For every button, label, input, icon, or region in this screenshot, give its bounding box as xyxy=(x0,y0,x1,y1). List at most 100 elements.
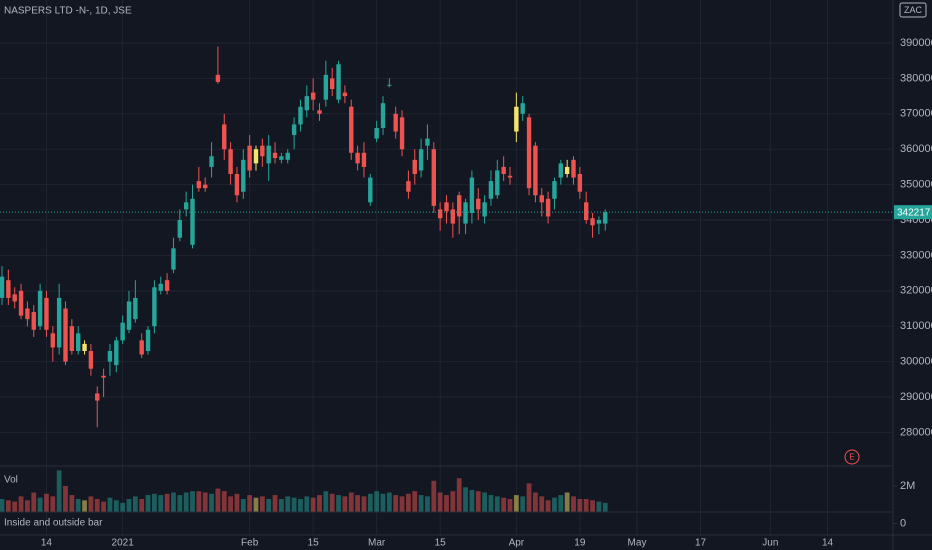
candle-body xyxy=(418,149,424,171)
y-tick-label: 290000 xyxy=(900,391,932,403)
x-tick-label: May xyxy=(628,538,647,549)
volume-bar xyxy=(88,496,94,512)
volume-bar xyxy=(247,495,253,512)
candle-body xyxy=(164,280,170,291)
volume-bar xyxy=(583,498,589,512)
candle-body xyxy=(241,159,246,192)
candle-body xyxy=(374,127,379,139)
volume-bar xyxy=(12,501,18,512)
last-price-box xyxy=(894,205,932,220)
volume-bar xyxy=(380,493,386,512)
currency-label: ZAC xyxy=(904,5,923,15)
x-tick-label: Feb xyxy=(241,538,259,549)
indicator-label: Inside and outside bar xyxy=(4,518,103,529)
volume-bar xyxy=(482,492,487,512)
x-tick-label: 19 xyxy=(574,538,586,549)
candle-body xyxy=(209,156,214,167)
candle-body xyxy=(399,117,405,150)
volume-tick-label: 2M xyxy=(900,480,915,492)
candle-body xyxy=(349,106,354,153)
y-tick-label: 380000 xyxy=(900,72,932,84)
candle-body xyxy=(177,220,182,238)
y-tick-label: 390000 xyxy=(900,37,932,49)
volume-bar xyxy=(158,495,164,512)
volume-bar xyxy=(69,495,75,512)
candle-body xyxy=(253,149,259,164)
candle-body xyxy=(50,333,55,348)
volume-bar xyxy=(113,500,119,512)
volume-bar xyxy=(183,492,189,512)
volume-bar xyxy=(552,497,557,512)
y-tick-label: 280000 xyxy=(900,426,932,438)
volume-bar xyxy=(298,498,303,512)
candle-body xyxy=(56,297,62,348)
x-tick-label: 14 xyxy=(41,538,53,549)
candle-body xyxy=(25,308,30,320)
candle-body xyxy=(393,113,398,132)
y-tick-label: 360000 xyxy=(900,143,932,155)
candle-body xyxy=(120,322,125,341)
candle-body xyxy=(215,74,221,82)
candle-body xyxy=(520,103,525,114)
volume-bar xyxy=(507,498,513,512)
volume-bar xyxy=(101,501,106,512)
volume-bar xyxy=(56,470,62,512)
candle-body xyxy=(12,294,17,302)
candle-body xyxy=(323,74,329,100)
volume-bar xyxy=(5,500,11,512)
earnings-marker[interactable] xyxy=(844,449,860,465)
volume-bar xyxy=(272,495,278,512)
candle-body xyxy=(457,195,462,217)
volume-bar xyxy=(456,478,462,512)
candle-body xyxy=(228,149,233,174)
volume-bar xyxy=(348,492,354,512)
volume-bar xyxy=(190,491,195,512)
volume-bar xyxy=(513,495,519,512)
volume-bar xyxy=(107,497,113,512)
volume-bar xyxy=(577,498,583,512)
volume-bar xyxy=(558,495,564,512)
volume-bar xyxy=(126,498,132,512)
last-price-label: 342217 xyxy=(897,207,931,218)
candle-body xyxy=(545,198,551,217)
currency-badge[interactable] xyxy=(899,2,927,18)
y-tick-label: 300000 xyxy=(900,356,932,368)
candle-body xyxy=(139,340,144,355)
volume-bar xyxy=(209,493,214,512)
candle-body xyxy=(222,124,227,150)
volume-bar xyxy=(132,496,138,512)
candle-body xyxy=(450,209,456,224)
candle-body xyxy=(126,301,132,330)
candle-body xyxy=(266,145,271,164)
volume-bar xyxy=(367,493,373,512)
candle-body xyxy=(526,117,532,189)
volume-bar xyxy=(520,496,526,512)
x-tick-label: Jun xyxy=(762,538,778,549)
volume-bar xyxy=(336,495,341,512)
volume-bar xyxy=(215,488,221,512)
candle-body xyxy=(425,138,430,146)
volume-bar xyxy=(399,496,405,512)
volume-bar xyxy=(82,500,87,512)
volume-bar xyxy=(425,496,430,512)
candle-body xyxy=(76,333,81,352)
volume-bar xyxy=(501,497,507,512)
candle-body xyxy=(431,149,436,206)
volume-bar xyxy=(202,492,208,512)
x-tick-label: Mar xyxy=(368,538,386,549)
candle-body xyxy=(336,64,341,100)
volume-bar xyxy=(406,493,411,512)
volume-bar xyxy=(374,491,380,512)
volume-bar xyxy=(361,496,367,512)
volume-bar xyxy=(526,483,532,512)
volume-bar xyxy=(25,500,30,512)
candle-body xyxy=(495,170,500,196)
x-tick-label: 14 xyxy=(822,538,834,549)
candle-body xyxy=(279,156,284,160)
volume-bar xyxy=(75,498,81,512)
candle-body xyxy=(603,212,608,224)
volume-label: Vol xyxy=(4,475,18,486)
candle-body xyxy=(501,166,506,174)
volume-bar xyxy=(437,492,443,512)
